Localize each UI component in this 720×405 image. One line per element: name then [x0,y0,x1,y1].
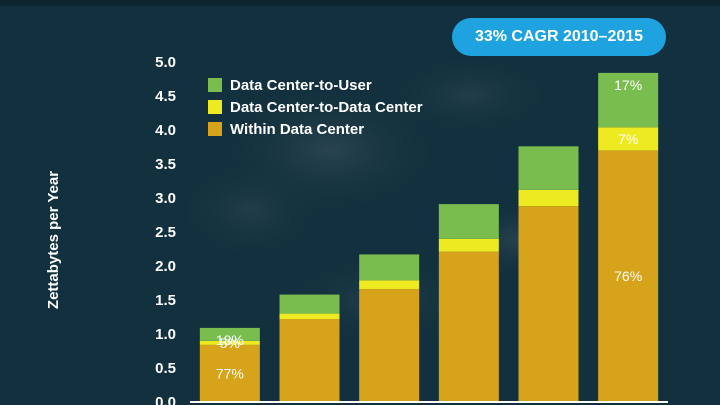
bar-segment [438,204,499,239]
cagr-badge: 33% CAGR 2010–2015 [452,18,666,56]
legend-label: Data Center-to-Data Center [230,98,423,116]
y-tick-label: 2.0 [155,258,176,275]
bar-segment [199,344,260,402]
data-label: 5% [220,335,240,351]
bar-segment [518,206,579,402]
bar-segment [279,319,340,402]
bar-segment [438,238,499,252]
y-tick-label: 3.0 [155,190,176,207]
y-tick-label: 4.0 [155,122,176,139]
bar-segment [598,150,659,402]
bar-segment [359,254,420,281]
bar-segment [598,127,659,151]
y-tick-label: 3.5 [155,156,176,173]
legend-swatch [208,100,222,114]
data-label: 76% [614,268,642,284]
bar-segment [518,189,579,207]
y-tick-label: 1.0 [155,326,176,343]
y-tick-label: 0.0 [155,394,176,405]
bar-segment [199,340,260,345]
data-label: 77% [216,365,244,381]
legend-label: Within Data Center [230,120,365,138]
y-tick-label: 5.0 [155,54,176,71]
data-label: 18% [216,332,244,348]
legend-swatch [208,122,222,136]
data-label: 17% [614,77,642,93]
bar-segment [279,313,340,320]
bar-segment [279,294,340,314]
y-tick-label: 1.5 [155,292,176,309]
y-tick-label: 4.5 [155,88,176,105]
bar-segment [359,280,420,290]
bar-segment [438,251,499,402]
bar-segment [199,327,260,341]
top-strip [0,0,720,6]
legend-item: Data Center-to-Data Center [208,96,423,118]
legend-label: Data Center-to-User [230,76,372,94]
y-tick-label: 2.5 [155,224,176,241]
legend-swatch [208,78,222,92]
data-label: 7% [618,131,638,147]
bar-segment [518,146,579,190]
legend-item: Within Data Center [208,118,364,140]
legend-item: Data Center-to-User [208,74,372,96]
bar-segment [598,72,659,128]
y-tick-label: 0.5 [155,360,176,377]
bar-segment [359,289,420,402]
